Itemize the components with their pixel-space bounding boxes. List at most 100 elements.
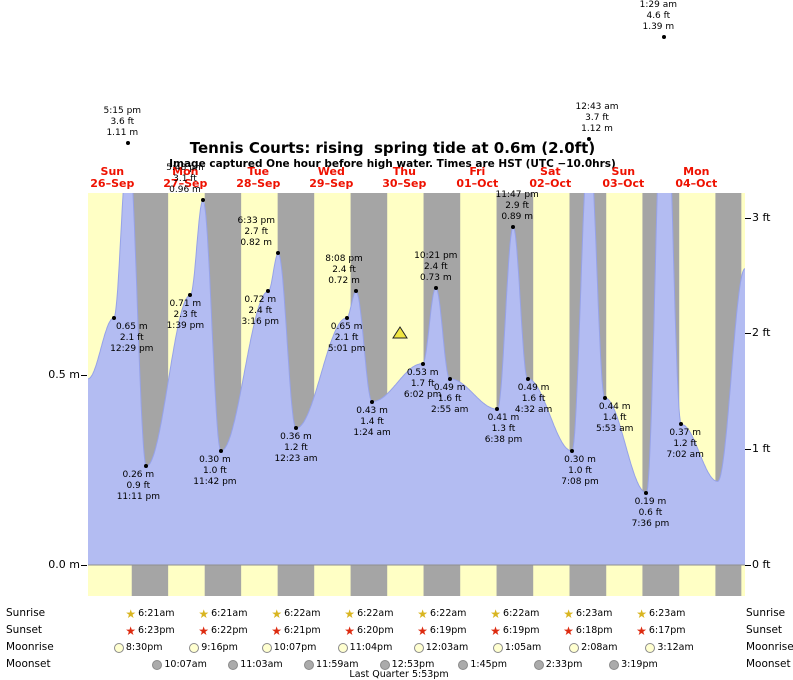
astro-row-label-left: Moonrise xyxy=(6,641,54,653)
moonrise-icon xyxy=(492,642,503,653)
moonrise-icon xyxy=(113,642,124,653)
sunrise-entry: ★ 6:22am xyxy=(482,607,548,620)
sunrise-time: 6:22am xyxy=(503,608,540,619)
axis-tick xyxy=(745,217,751,219)
day-date: 30–Sep xyxy=(382,177,427,190)
sunset-entry: ★ 6:18pm xyxy=(555,624,621,637)
moonrise-time: 10:07pm xyxy=(273,642,317,653)
sunset-star-icon: ★ xyxy=(344,623,355,638)
sunset-entry: ★ 6:19pm xyxy=(482,624,548,637)
sunrise-time: 6:22am xyxy=(284,608,321,619)
tide-extreme-label-line: 12:43 am xyxy=(575,102,619,113)
sunset-time: 6:19pm xyxy=(502,625,540,636)
moonset-entry: 11:03am xyxy=(222,658,288,671)
sunset-entry: ★ 6:23pm xyxy=(117,624,183,637)
moonset-entry: 3:19pm xyxy=(600,658,666,671)
axis-tick xyxy=(81,565,87,566)
moonrise-icon xyxy=(337,642,348,653)
moonrise-time: 1:05am xyxy=(504,642,542,653)
tide-curve-outline xyxy=(88,193,745,494)
axis-tick xyxy=(745,449,751,451)
tide-extreme-label: 1:29 am 4.6 ft 1.39 m xyxy=(625,0,691,33)
moonrise-entry: 1:05am xyxy=(484,641,550,654)
day-date: 02–Oct xyxy=(529,177,572,190)
tide-extreme-label-line: 3.1 ft xyxy=(173,174,197,185)
tide-extreme-label: 12:43 am 3.7 ft 1.12 m xyxy=(564,102,630,135)
moonrise-time: 8:30pm xyxy=(125,642,163,653)
sunset-time: 6:18pm xyxy=(575,625,613,636)
sunset-entry: ★ 6:22pm xyxy=(190,624,256,637)
moonrise-entry: 12:03am xyxy=(408,641,474,654)
tide-extreme-label-line: 5:15 pm xyxy=(103,106,142,117)
moonset-icon xyxy=(609,659,620,670)
day-date: 01–Oct xyxy=(456,177,499,190)
chart-subtitle: Image captured One hour before high wate… xyxy=(169,158,616,170)
astro-row-label-left: Moonset xyxy=(6,658,51,670)
moonset-icon xyxy=(152,659,163,670)
sunrise-time: 6:23am xyxy=(576,608,613,619)
moonset-time: 10:07am xyxy=(164,659,207,670)
tide-extreme-dot xyxy=(662,34,667,39)
sunset-star-icon: ★ xyxy=(490,623,501,638)
moonset-time: 11:03am xyxy=(240,659,283,670)
astro-row-label-left: Sunrise xyxy=(6,607,46,619)
sunrise-star-icon: ★ xyxy=(490,606,502,621)
sunset-entry: ★ 6:21pm xyxy=(263,624,329,637)
y-axis-label-right: 2 ft xyxy=(752,326,771,340)
sunset-star-icon: ★ xyxy=(636,623,647,638)
sunset-star-icon: ★ xyxy=(271,623,282,638)
tide-extreme-label-line: 3.7 ft xyxy=(585,113,609,124)
moonrise-entry: 11:04pm xyxy=(332,641,398,654)
sunset-entry: ★ 6:20pm xyxy=(336,624,402,637)
sunrise-entry: ★ 6:21am xyxy=(190,607,256,620)
tide-extreme-label-line: 1.12 m xyxy=(581,124,613,135)
sunrise-entry: ★ 6:22am xyxy=(409,607,475,620)
y-axis-label-right: 1 ft xyxy=(752,442,771,456)
tide-extreme-label-line: 1.39 m xyxy=(642,21,675,32)
sunrise-star-icon: ★ xyxy=(417,606,429,621)
moonset-entry: 2:33pm xyxy=(525,658,591,671)
moonrise-time: 9:16pm xyxy=(201,642,238,653)
moonrise-time: 11:04pm xyxy=(349,642,393,653)
moonrise-entry: 9:16pm xyxy=(181,641,247,654)
axis-tick xyxy=(745,333,751,335)
tide-extreme-label-line: 1.11 m xyxy=(106,128,139,139)
sunrise-star-icon: ★ xyxy=(271,606,283,621)
moonrise-icon xyxy=(261,642,272,653)
moonrise-entry: 8:30pm xyxy=(105,641,171,654)
moonrise-icon xyxy=(569,642,580,653)
sunset-entry: ★ 6:19pm xyxy=(409,624,475,637)
astro-row-label-right: Moonset xyxy=(746,658,791,670)
astro-row-label-right: Sunset xyxy=(746,624,783,636)
moonset-icon xyxy=(533,659,544,670)
moonset-icon xyxy=(379,659,390,670)
moonrise-time: 2:08am xyxy=(581,642,618,653)
sunrise-entry: ★ 6:22am xyxy=(336,607,402,620)
moon-phase-footer: Last Quarter 5:53pm xyxy=(349,669,449,680)
moonrise-time: 12:03am xyxy=(425,642,469,653)
sunset-time: 6:19pm xyxy=(429,625,467,636)
sunset-time: 6:22pm xyxy=(210,625,248,636)
astro-row-label-right: Sunrise xyxy=(746,607,786,619)
moonset-time: 2:33pm xyxy=(545,659,583,670)
moonrise-entry: 10:07pm xyxy=(256,641,322,654)
sunrise-star-icon: ★ xyxy=(636,606,647,621)
sunset-star-icon: ★ xyxy=(563,623,574,638)
sunrise-star-icon: ★ xyxy=(563,606,575,621)
day-date: 03–Oct xyxy=(602,177,645,190)
moonset-icon xyxy=(458,659,469,670)
moonrise-icon xyxy=(413,642,424,653)
sunrise-entry: ★ 6:23am xyxy=(628,607,694,620)
sunrise-time: 6:22am xyxy=(430,608,467,619)
astro-row-label-right: Moonrise xyxy=(746,641,793,653)
sunrise-time: 6:22am xyxy=(357,608,394,619)
moonset-entry: 10:07am xyxy=(147,658,213,671)
astro-row-label-left: Sunset xyxy=(6,624,43,636)
tide-extreme-label: 5:15 pm 3.6 ft 1.11 m xyxy=(89,106,155,139)
day-date: 04–Oct xyxy=(675,177,718,190)
moonrise-icon xyxy=(645,642,656,653)
sunrise-entry: ★ 6:21am xyxy=(117,607,183,620)
moonrise-icon xyxy=(189,642,200,653)
sunrise-time: 6:21am xyxy=(138,608,175,619)
